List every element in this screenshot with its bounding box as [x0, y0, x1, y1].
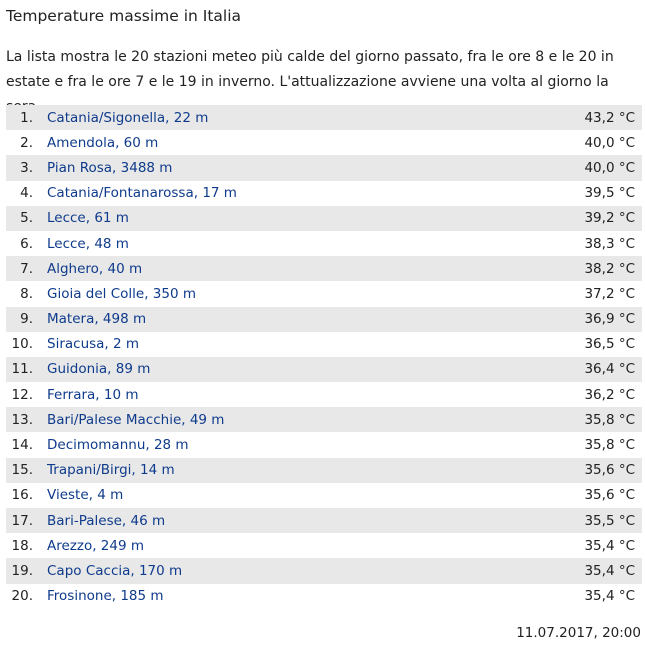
station-link[interactable]: Lecce, 48 m [47, 235, 129, 252]
station-link[interactable]: Alghero, 40 m [47, 260, 143, 277]
station-table: 1. Catania/Sigonella, 22 m 43,2 °C 2. Am… [6, 105, 642, 609]
update-timestamp: 11.07.2017, 20:00 [516, 625, 641, 641]
temperature-value: 43,2 °C [584, 109, 635, 126]
station-link[interactable]: Catania/Sigonella, 22 m [47, 109, 209, 126]
station-link[interactable]: Gioia del Colle, 350 m [47, 285, 196, 302]
table-row: 14. Decimomannu, 28 m 35,8 °C [6, 432, 642, 457]
table-row: 4. Catania/Fontanarossa, 17 m 39,5 °C [6, 181, 642, 206]
temperature-value: 39,5 °C [584, 185, 635, 202]
temperature-value: 40,0 °C [584, 159, 635, 176]
station-link[interactable]: Arezzo, 249 m [47, 537, 145, 554]
station-link[interactable]: Ferrara, 10 m [47, 386, 139, 403]
table-row: 20. Frosinone, 185 m 35,4 °C [6, 584, 642, 609]
rank-number: 15. [11, 462, 33, 479]
table-row: 5. Lecce, 61 m 39,2 °C [6, 205, 642, 231]
table-row: 8. Gioia del Colle, 350 m 37,2 °C [6, 281, 642, 306]
temperature-value: 35,6 °C [584, 462, 635, 479]
station-link[interactable]: Guidonia, 89 m [47, 361, 151, 378]
rank-number: 3. [20, 159, 33, 176]
temperature-value: 36,9 °C [584, 311, 635, 328]
temperature-value: 36,2 °C [584, 386, 635, 403]
station-link[interactable]: Vieste, 4 m [47, 487, 124, 504]
temperature-value: 36,4 °C [584, 361, 635, 378]
table-row: 6. Lecce, 48 m 38,3 °C [6, 231, 642, 256]
rank-number: 2. [20, 134, 33, 151]
table-row: 16. Vieste, 4 m 35,6 °C [6, 483, 642, 508]
temperature-value: 38,3 °C [584, 235, 635, 252]
station-link[interactable]: Matera, 498 m [47, 311, 147, 328]
table-row: 9. Matera, 498 m 36,9 °C [6, 306, 642, 332]
rank-number: 1. [20, 109, 33, 126]
station-link[interactable]: Trapani/Birgi, 14 m [47, 462, 175, 479]
rank-number: 19. [11, 562, 33, 579]
table-row: 12. Ferrara, 10 m 36,2 °C [6, 382, 642, 407]
station-link[interactable]: Pian Rosa, 3488 m [47, 159, 173, 176]
rank-number: 12. [11, 386, 33, 403]
station-link[interactable]: Bari/Palese Macchie, 49 m [47, 411, 225, 428]
rank-number: 5. [20, 210, 33, 227]
temperature-value: 35,4 °C [584, 537, 635, 554]
rank-number: 6. [20, 235, 33, 252]
rank-number: 14. [11, 437, 33, 454]
rank-number: 4. [20, 185, 33, 202]
table-row: 18. Arezzo, 249 m 35,4 °C [6, 533, 642, 558]
rank-number: 7. [20, 260, 33, 277]
page-title: Temperature massime in Italia [6, 7, 242, 25]
station-link[interactable]: Amendola, 60 m [47, 134, 159, 151]
station-link[interactable]: Lecce, 61 m [47, 210, 129, 227]
rank-number: 13. [11, 411, 33, 428]
station-link[interactable]: Bari-Palese, 46 m [47, 512, 166, 529]
station-link[interactable]: Frosinone, 185 m [47, 588, 164, 605]
rank-number: 9. [20, 311, 33, 328]
temperature-value: 36,5 °C [584, 336, 635, 353]
table-row: 7. Alghero, 40 m 38,2 °C [6, 256, 642, 282]
station-link[interactable]: Decimomannu, 28 m [47, 437, 189, 454]
table-row: 15. Trapani/Birgi, 14 m 35,6 °C [6, 457, 642, 483]
table-row: 17. Bari-Palese, 46 m 35,5 °C [6, 508, 642, 534]
rank-number: 10. [11, 336, 33, 353]
table-row: 13. Bari/Palese Macchie, 49 m 35,8 °C [6, 407, 642, 433]
temperature-value: 38,2 °C [584, 260, 635, 277]
table-row: 11. Guidonia, 89 m 36,4 °C [6, 356, 642, 383]
station-link[interactable]: Capo Caccia, 170 m [47, 562, 183, 579]
table-row: 19. Capo Caccia, 170 m 35,4 °C [6, 558, 642, 584]
temperature-value: 40,0 °C [584, 134, 635, 151]
rank-number: 8. [20, 285, 33, 302]
temperature-value: 35,8 °C [584, 411, 635, 428]
rank-number: 20. [11, 588, 33, 605]
temperature-value: 35,5 °C [584, 512, 635, 529]
temperature-value: 35,6 °C [584, 487, 635, 504]
temperature-value: 35,4 °C [584, 588, 635, 605]
station-link[interactable]: Catania/Fontanarossa, 17 m [47, 185, 237, 202]
rank-number: 17. [11, 512, 33, 529]
table-row: 3. Pian Rosa, 3488 m 40,0 °C [6, 155, 642, 181]
station-link[interactable]: Siracusa, 2 m [47, 336, 140, 353]
rank-number: 11. [11, 361, 33, 378]
temperature-value: 37,2 °C [584, 285, 635, 302]
rank-number: 16. [11, 487, 33, 504]
table-row: 2. Amendola, 60 m 40,0 °C [6, 130, 642, 155]
table-row: 1. Catania/Sigonella, 22 m 43,2 °C [6, 105, 642, 131]
rank-number: 18. [11, 537, 33, 554]
table-row: 10. Siracusa, 2 m 36,5 °C [6, 332, 642, 357]
temperature-value: 35,4 °C [584, 562, 635, 579]
temperature-value: 39,2 °C [584, 210, 635, 227]
temperature-value: 35,8 °C [584, 437, 635, 454]
